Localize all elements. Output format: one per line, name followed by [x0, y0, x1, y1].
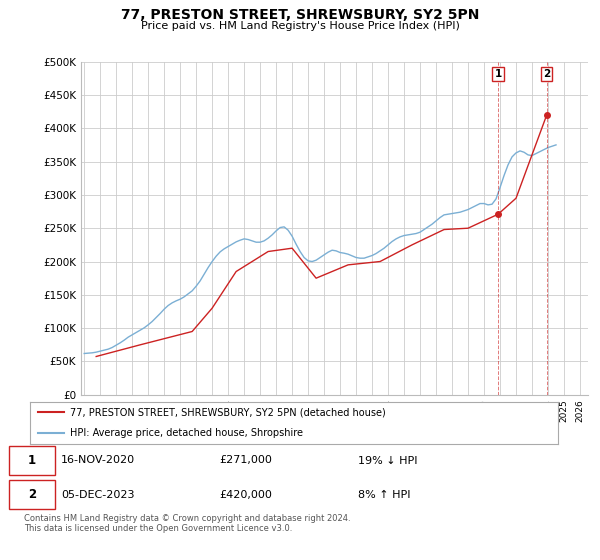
- Text: 2: 2: [28, 488, 36, 501]
- Text: 1: 1: [28, 454, 36, 467]
- Text: 77, PRESTON STREET, SHREWSBURY, SY2 5PN: 77, PRESTON STREET, SHREWSBURY, SY2 5PN: [121, 8, 479, 22]
- Text: 8% ↑ HPI: 8% ↑ HPI: [358, 489, 410, 500]
- Text: HPI: Average price, detached house, Shropshire: HPI: Average price, detached house, Shro…: [70, 428, 302, 438]
- Text: £420,000: £420,000: [220, 489, 272, 500]
- Text: 05-DEC-2023: 05-DEC-2023: [61, 489, 134, 500]
- Text: 1: 1: [494, 69, 502, 79]
- FancyBboxPatch shape: [9, 480, 55, 509]
- Text: 16-NOV-2020: 16-NOV-2020: [61, 455, 135, 465]
- Text: 19% ↓ HPI: 19% ↓ HPI: [358, 455, 417, 465]
- Text: 2: 2: [543, 69, 550, 79]
- Text: Price paid vs. HM Land Registry's House Price Index (HPI): Price paid vs. HM Land Registry's House …: [140, 21, 460, 31]
- Text: 77, PRESTON STREET, SHREWSBURY, SY2 5PN (detached house): 77, PRESTON STREET, SHREWSBURY, SY2 5PN …: [70, 407, 385, 417]
- FancyBboxPatch shape: [9, 446, 55, 475]
- Text: Contains HM Land Registry data © Crown copyright and database right 2024.
This d: Contains HM Land Registry data © Crown c…: [24, 514, 350, 533]
- Text: £271,000: £271,000: [220, 455, 272, 465]
